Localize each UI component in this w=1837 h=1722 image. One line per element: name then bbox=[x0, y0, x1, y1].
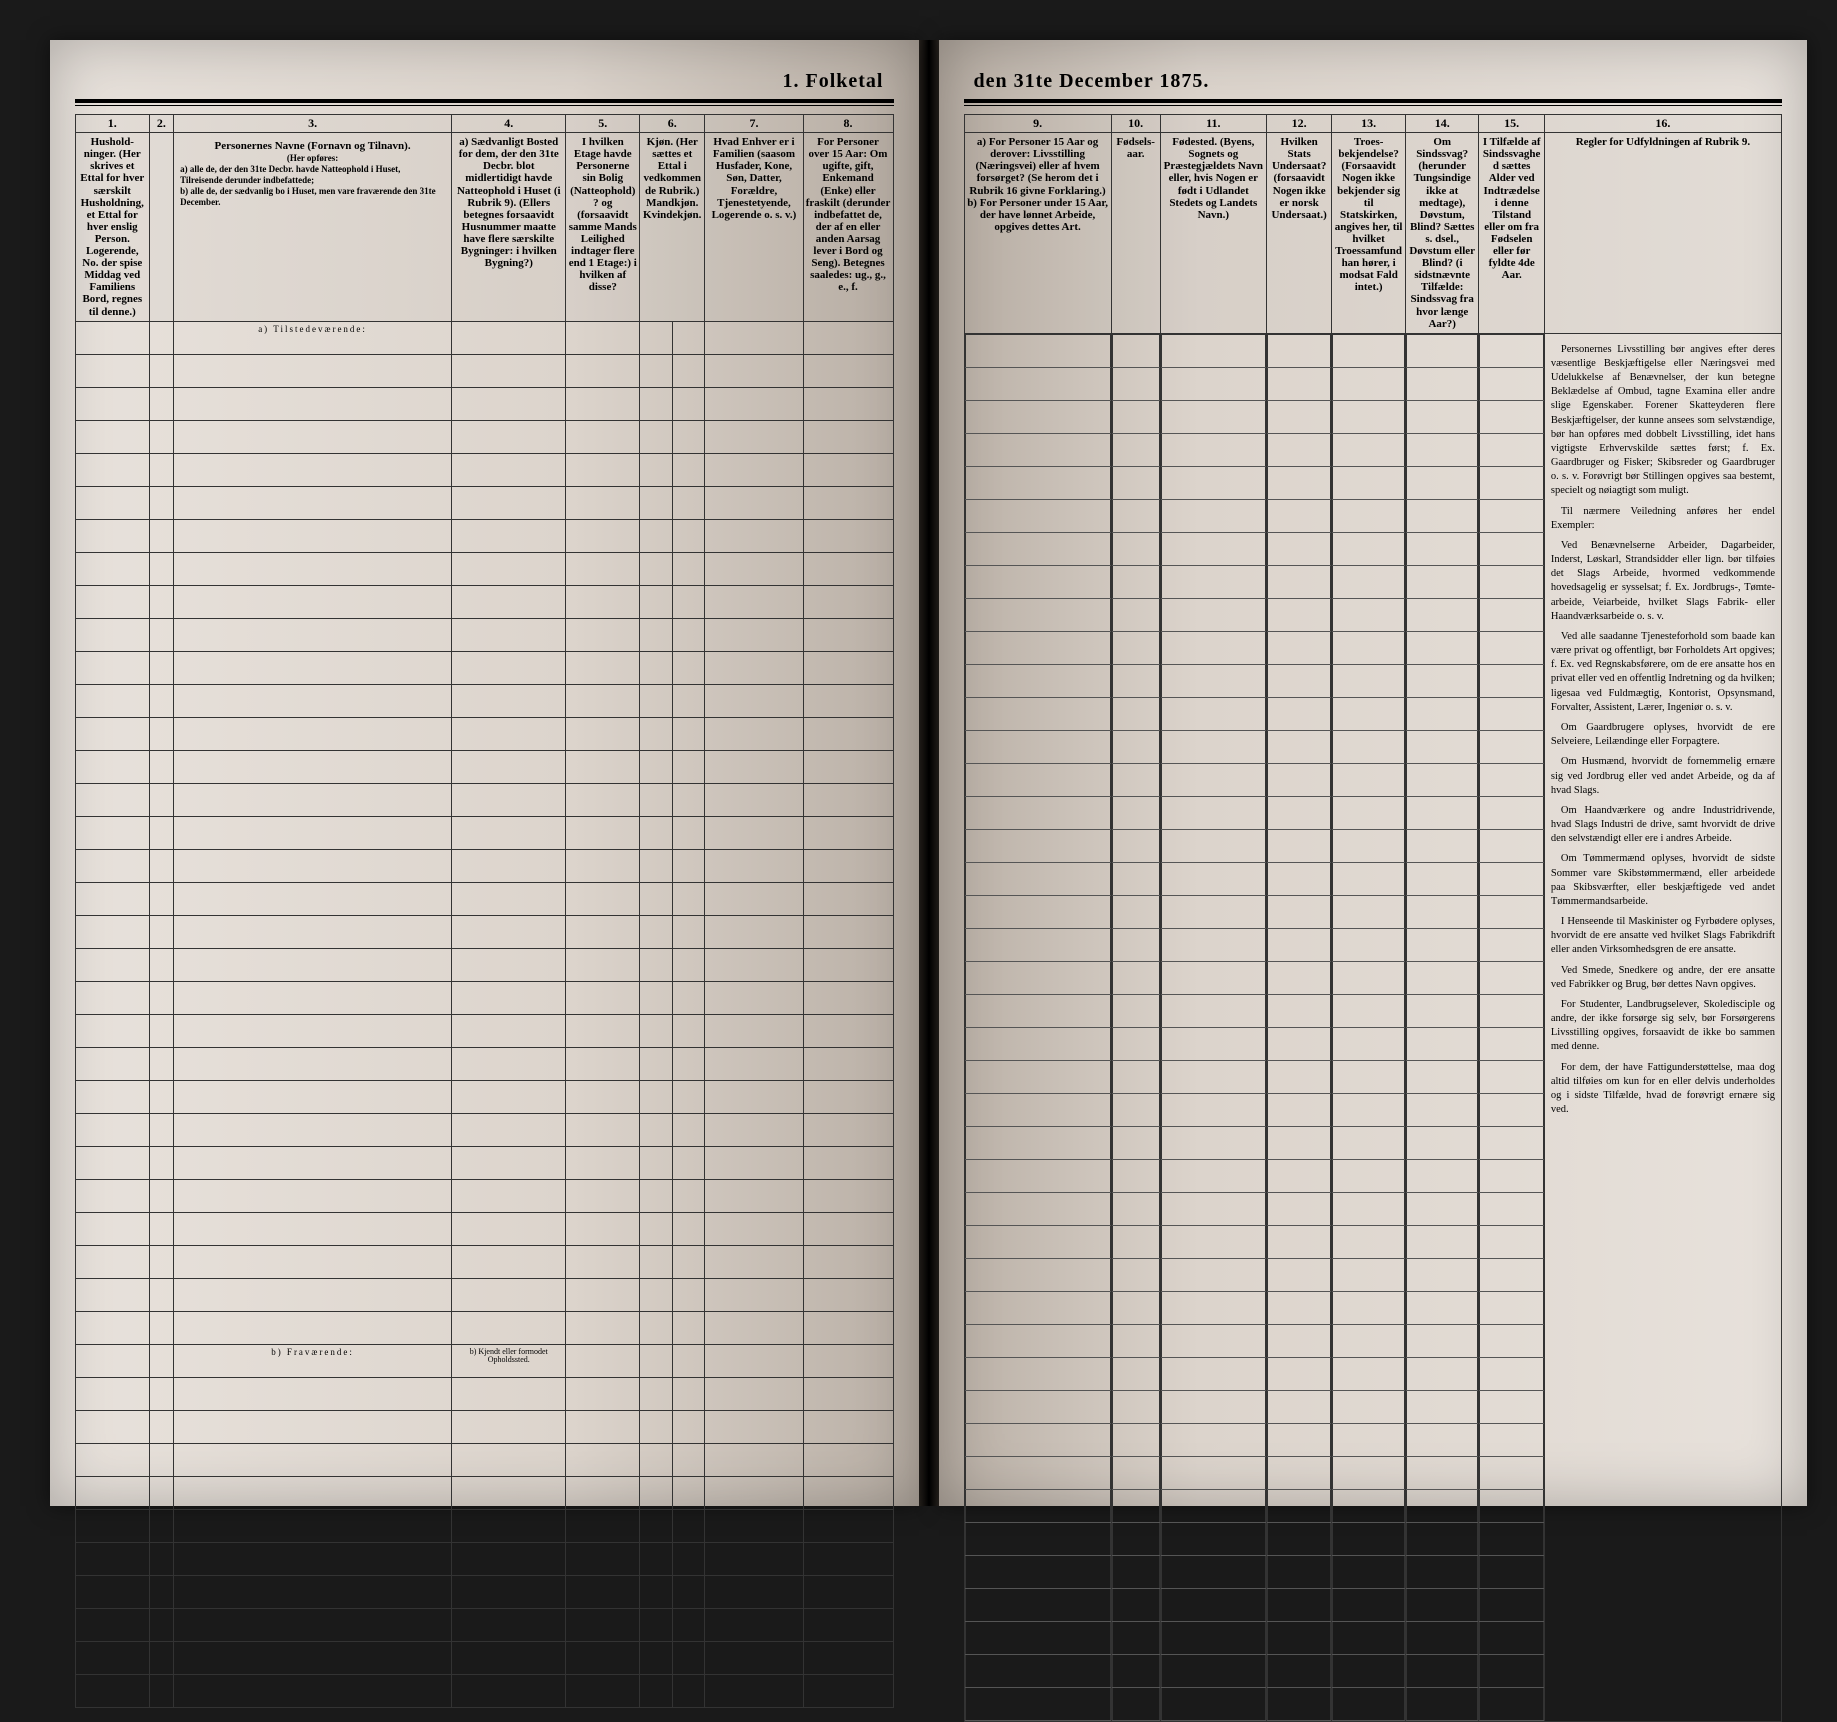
table-row bbox=[76, 981, 894, 1014]
table-row bbox=[76, 1212, 894, 1245]
page-title-left: 1. Folketal bbox=[75, 70, 894, 93]
colnum: 2. bbox=[149, 115, 174, 133]
table-row bbox=[76, 1443, 894, 1476]
header-c3: Personernes Navne (Fornavn og Tilnavn). … bbox=[174, 133, 452, 321]
section-a-row: a) Tilstedeværende: bbox=[76, 321, 894, 354]
colnum: 9. bbox=[964, 115, 1111, 133]
right-page: den 31te December 1875. 9. 10. 11. 12. 1… bbox=[939, 40, 1808, 1506]
header-c16: Regler for Udfyldningen af Rubrik 9. bbox=[1544, 133, 1781, 334]
table-row bbox=[76, 1245, 894, 1278]
section-b-c4: b) Kjendt eller formodet Opholdssted. bbox=[452, 1344, 566, 1377]
colnum: 3. bbox=[174, 115, 452, 133]
instructions-text: Personernes Livsstilling bør angives eft… bbox=[1547, 337, 1779, 1130]
colnum: 16. bbox=[1544, 115, 1781, 133]
table-row bbox=[76, 1146, 894, 1179]
colnum: 11. bbox=[1160, 115, 1266, 133]
colnum: 10. bbox=[1111, 115, 1160, 133]
table-row bbox=[76, 750, 894, 783]
colnum: 8. bbox=[803, 115, 893, 133]
table-row bbox=[76, 816, 894, 849]
colnum: 6. bbox=[640, 115, 705, 133]
census-table-left: 1. 2. 3. 4. 5. 6. 7. 8. Hushold-ninger. … bbox=[75, 114, 894, 1708]
table-row bbox=[76, 1542, 894, 1575]
table-row bbox=[76, 1509, 894, 1542]
table-row bbox=[76, 651, 894, 684]
header-c6: Kjøn. (Her sættes et Ettal i vedkommende… bbox=[640, 133, 705, 321]
colnum: 4. bbox=[452, 115, 566, 133]
header-c5: I hvilken Etage havde Personerne sin Bol… bbox=[566, 133, 640, 321]
body-row: Personernes Livsstilling bør angives eft… bbox=[964, 333, 1782, 1721]
page-title-right: den 31te December 1875. bbox=[964, 70, 1783, 93]
table-row bbox=[76, 849, 894, 882]
header-c8: For Personer over 15 Aar: Om ugifte, gif… bbox=[803, 133, 893, 321]
colnum: 1. bbox=[76, 115, 150, 133]
colnum: 12. bbox=[1266, 115, 1331, 133]
table-row bbox=[76, 1377, 894, 1410]
table-row bbox=[76, 1311, 894, 1344]
table-row bbox=[76, 1080, 894, 1113]
header-c1: Hushold-ninger. (Her skrives et Ettal fo… bbox=[76, 133, 150, 321]
table-row bbox=[76, 882, 894, 915]
table-row bbox=[76, 519, 894, 552]
section-b-row: b) Fraværende: b) Kjendt eller formodet … bbox=[76, 1344, 894, 1377]
header-c15: I Tilfælde af Sindssvaghed sættes Alder … bbox=[1479, 133, 1544, 334]
header-c4: a) Sædvanligt Bosted for dem, der den 31… bbox=[452, 133, 566, 321]
section-b-label: b) Fraværende: bbox=[174, 1344, 452, 1377]
header-row: a) For Personer 15 Aar og derover: Livss… bbox=[964, 133, 1782, 334]
table-row bbox=[76, 915, 894, 948]
table-row bbox=[76, 585, 894, 618]
header-c13: Troes-bekjendelse? (Forsaavidt Nogen ikk… bbox=[1332, 133, 1406, 334]
table-row bbox=[76, 1113, 894, 1146]
colnum: 7. bbox=[705, 115, 803, 133]
header-row: Hushold-ninger. (Her skrives et Ettal fo… bbox=[76, 133, 894, 321]
table-row bbox=[76, 387, 894, 420]
header-c7: Hvad Enhver er i Familien (saasom Husfad… bbox=[705, 133, 803, 321]
table-row bbox=[76, 783, 894, 816]
census-table-right: 9. 10. 11. 12. 13. 14. 15. 16. a) For Pe… bbox=[964, 114, 1783, 1722]
table-row bbox=[76, 354, 894, 387]
table-row bbox=[76, 552, 894, 585]
section-a-label: a) Tilstedeværende: bbox=[174, 321, 452, 354]
table-row bbox=[76, 420, 894, 453]
book-spine bbox=[919, 40, 939, 1506]
table-row bbox=[76, 453, 894, 486]
table-row bbox=[76, 618, 894, 651]
table-row bbox=[76, 1047, 894, 1080]
table-row bbox=[76, 486, 894, 519]
book-spread: 1. Folketal 1. 2. 3. 4. 5. 6. 7. 8. Hush… bbox=[50, 40, 1807, 1506]
colnum: 5. bbox=[566, 115, 640, 133]
header-c14: Om Sindssvag? (herunder Tungsindige ikke… bbox=[1405, 133, 1479, 334]
header-c11: Fødested. (Byens, Sognets og Præstegjæld… bbox=[1160, 133, 1266, 334]
colnum-row: 1. 2. 3. 4. 5. 6. 7. 8. bbox=[76, 115, 894, 133]
table-row bbox=[76, 1608, 894, 1641]
table-row bbox=[76, 1410, 894, 1443]
header-c2 bbox=[149, 133, 174, 321]
table-row bbox=[76, 1179, 894, 1212]
table-row bbox=[76, 1278, 894, 1311]
colnum: 14. bbox=[1405, 115, 1479, 133]
header-c9: a) For Personer 15 Aar og derover: Livss… bbox=[964, 133, 1111, 334]
table-row bbox=[76, 1014, 894, 1047]
colnum-row: 9. 10. 11. 12. 13. 14. 15. 16. bbox=[964, 115, 1782, 133]
table-row bbox=[76, 1641, 894, 1674]
header-c12: Hvilken Stats Undersaat? (forsaavidt Nog… bbox=[1266, 133, 1331, 334]
header-c10: Fødsels-aar. bbox=[1111, 133, 1160, 334]
table-row bbox=[76, 1575, 894, 1608]
table-row bbox=[76, 1476, 894, 1509]
heavy-rule bbox=[75, 99, 894, 106]
colnum: 15. bbox=[1479, 115, 1544, 133]
colnum: 13. bbox=[1332, 115, 1406, 133]
table-row bbox=[76, 717, 894, 750]
table-row bbox=[76, 1674, 894, 1707]
heavy-rule bbox=[964, 99, 1783, 106]
table-row bbox=[76, 684, 894, 717]
left-page: 1. Folketal 1. 2. 3. 4. 5. 6. 7. 8. Hush… bbox=[50, 40, 919, 1506]
table-row bbox=[76, 948, 894, 981]
instructions-cell: Personernes Livsstilling bør angives eft… bbox=[1544, 333, 1781, 1721]
